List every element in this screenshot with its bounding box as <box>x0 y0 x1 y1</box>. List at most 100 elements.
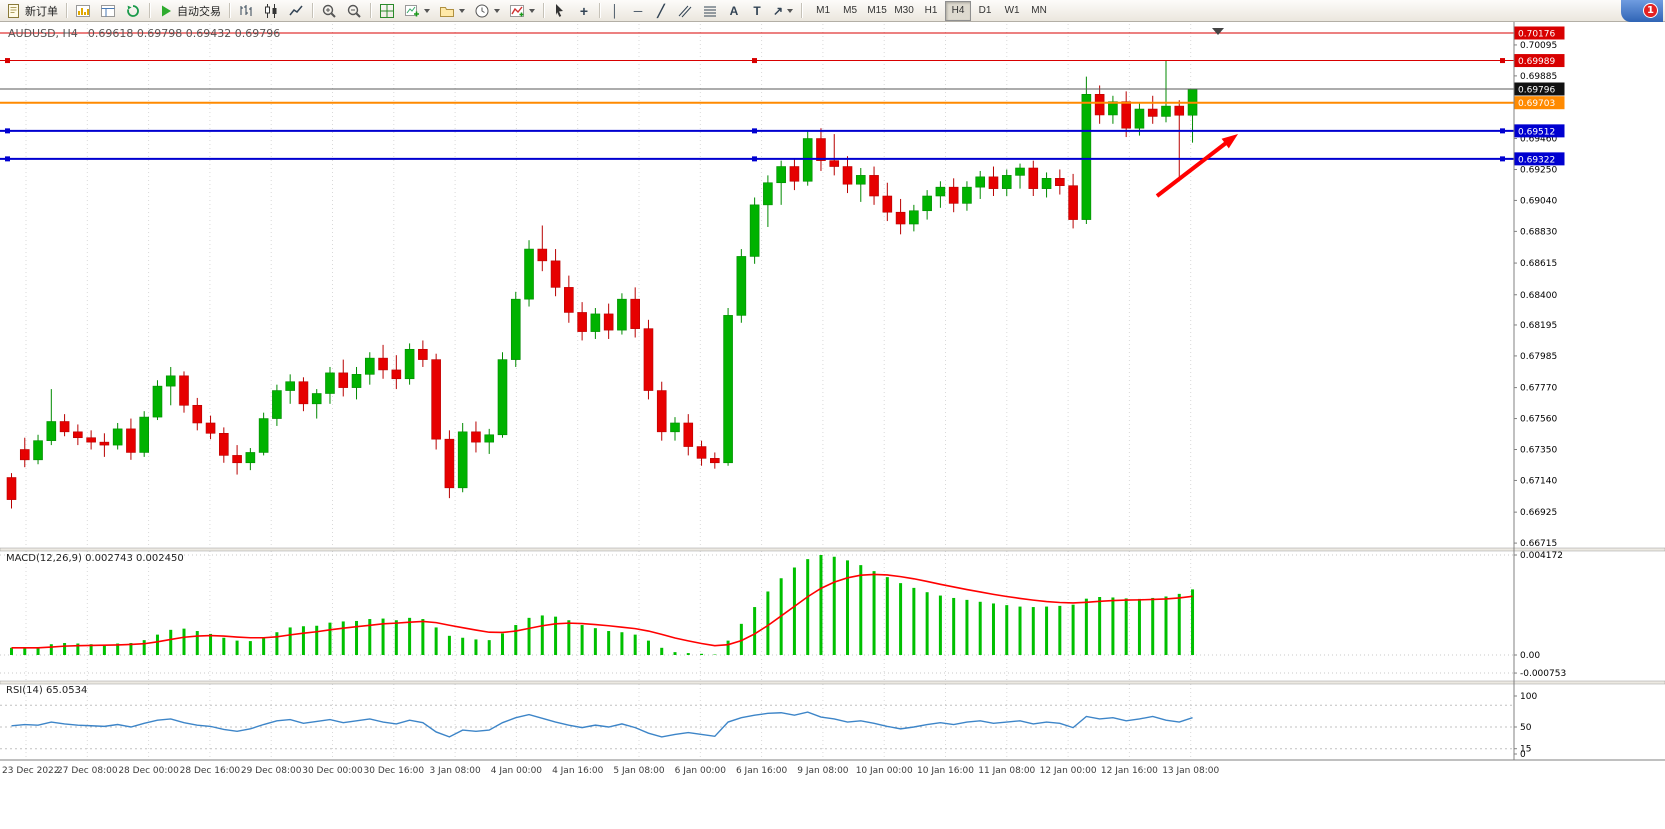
price-axis-label: 0.67985 <box>1520 352 1557 362</box>
tile-windows-button[interactable] <box>375 1 399 21</box>
arrows-tool-button[interactable]: ↗ <box>769 1 797 21</box>
candle-body <box>205 422 216 434</box>
candle-body <box>723 315 733 464</box>
rsi-axis-label: 0 <box>1520 750 1526 760</box>
candle-body <box>842 166 853 185</box>
bar-chart-button[interactable] <box>234 1 258 21</box>
periods-button[interactable] <box>470 1 504 21</box>
panel-separator[interactable] <box>0 547 1665 552</box>
price-axis-label: 0.68195 <box>1520 321 1557 331</box>
price-axis-label: 0.67770 <box>1520 384 1557 394</box>
timeframe-M1[interactable]: M1 <box>810 1 836 21</box>
timeframe-W1[interactable]: W1 <box>999 1 1025 21</box>
panel-separator[interactable] <box>0 680 1665 685</box>
notification-badge[interactable]: 1 <box>1643 2 1658 18</box>
separator <box>229 3 230 18</box>
candle-body <box>763 182 773 206</box>
candle-body <box>391 369 402 380</box>
chart-window[interactable]: 0.70095 0.69885 0.69460 0.69250 0.69040 0.688… <box>0 22 1665 829</box>
candle-body <box>457 431 468 489</box>
data-window-button[interactable] <box>96 1 120 21</box>
zoom-in-button[interactable] <box>317 1 341 21</box>
bar-chart-icon <box>240 4 252 16</box>
line-chart-button[interactable] <box>284 1 308 21</box>
timeframe-MN[interactable]: MN <box>1026 1 1052 21</box>
label-tool-button[interactable]: T <box>746 1 768 21</box>
line-handle[interactable] <box>752 58 757 64</box>
navigator-button[interactable] <box>121 1 145 21</box>
indicators-button[interactable] <box>505 1 539 21</box>
time-axis-label: 30 Dec 16:00 <box>364 766 425 776</box>
dropdown-caret <box>787 8 794 13</box>
main-toolbar: 新订单 自动交易 + │ ─ ╱ A T ↗ <box>0 0 1665 22</box>
auto-trading-button[interactable]: 自动交易 <box>154 1 225 21</box>
trendline-button[interactable]: ╱ <box>650 1 672 21</box>
horizontal-level-line-0.69989[interactable] <box>0 58 1514 64</box>
candle-body <box>696 446 707 459</box>
new-order-button[interactable]: 新订单 <box>2 1 62 21</box>
timeframe-H1[interactable]: H1 <box>918 1 944 21</box>
horizontal-line-icon: ─ <box>633 3 643 18</box>
timeframe-M5[interactable]: M5 <box>837 1 863 21</box>
cursor-button[interactable] <box>548 1 572 21</box>
candle-body <box>258 418 269 453</box>
candlestick-chart-button[interactable] <box>259 1 283 21</box>
zoom-out-button[interactable] <box>342 1 366 21</box>
line-handle[interactable] <box>5 156 10 162</box>
price-axis-label: 0.66925 <box>1520 508 1557 518</box>
timeframe-H4[interactable]: H4 <box>945 0 972 21</box>
candle-body <box>59 421 70 433</box>
trend-arrow-annotation[interactable] <box>1155 134 1238 198</box>
data-window-icon <box>101 4 115 17</box>
channel-button[interactable] <box>673 1 697 21</box>
candle-body <box>617 298 627 331</box>
horizontal-line-button[interactable]: ─ <box>627 1 649 21</box>
channel-icon <box>678 5 692 17</box>
vertical-line-icon: │ <box>611 3 619 18</box>
separator <box>599 3 600 18</box>
line-handle[interactable] <box>752 156 757 162</box>
fibonacci-icon <box>704 6 716 16</box>
candle-body <box>126 428 136 453</box>
chart-shift-marker[interactable] <box>1212 28 1224 35</box>
vertical-line-button[interactable]: │ <box>604 1 626 21</box>
text-tool-button[interactable]: A <box>723 1 745 21</box>
chrome-corner: 1 <box>1621 0 1663 22</box>
timeframe-M30[interactable]: M30 <box>891 1 917 21</box>
timeframe-M15[interactable]: M15 <box>864 1 890 21</box>
profiles-button[interactable] <box>435 1 469 21</box>
line-handle[interactable] <box>1500 156 1505 162</box>
line-handle[interactable] <box>1500 58 1505 64</box>
new-chart-button[interactable] <box>400 1 434 21</box>
line-handle[interactable] <box>752 128 757 134</box>
horizontal-level-line-0.69512[interactable] <box>0 128 1514 134</box>
candle-body <box>643 328 654 391</box>
rsi-line <box>11 711 1193 738</box>
candle-body <box>776 166 786 184</box>
line-handle[interactable] <box>1500 128 1505 134</box>
candle-body <box>364 357 375 375</box>
line-handle[interactable] <box>5 58 10 64</box>
candle-body <box>1147 108 1158 117</box>
separator <box>149 3 150 18</box>
rsi-level-lines <box>0 704 1514 750</box>
line-handle[interactable] <box>5 128 10 134</box>
candle-body <box>869 175 879 197</box>
crosshair-button[interactable]: + <box>573 1 595 21</box>
price-box-value: 0.69703 <box>1518 99 1555 109</box>
new-order-icon <box>8 3 19 18</box>
horizontal-level-line-0.69322[interactable] <box>0 156 1514 162</box>
separator <box>312 3 313 18</box>
timeframe-D1[interactable]: D1 <box>972 1 998 21</box>
fibonacci-button[interactable] <box>698 1 722 21</box>
candle-body <box>683 422 694 447</box>
macd-axis-label: 0.00 <box>1520 651 1540 661</box>
time-axis-label: 11 Jan 08:00 <box>978 766 1035 776</box>
price-axis[interactable]: 0.70095 0.69885 0.69460 0.69250 0.69040 0.688… <box>1513 22 1566 760</box>
dropdown-caret <box>424 8 430 13</box>
chart-canvas[interactable]: 0.70095 0.69885 0.69460 0.69250 0.69040 0.688… <box>0 22 1665 829</box>
candle-body <box>46 421 57 441</box>
candle-body <box>1041 178 1052 189</box>
market-watch-button[interactable] <box>71 1 95 21</box>
